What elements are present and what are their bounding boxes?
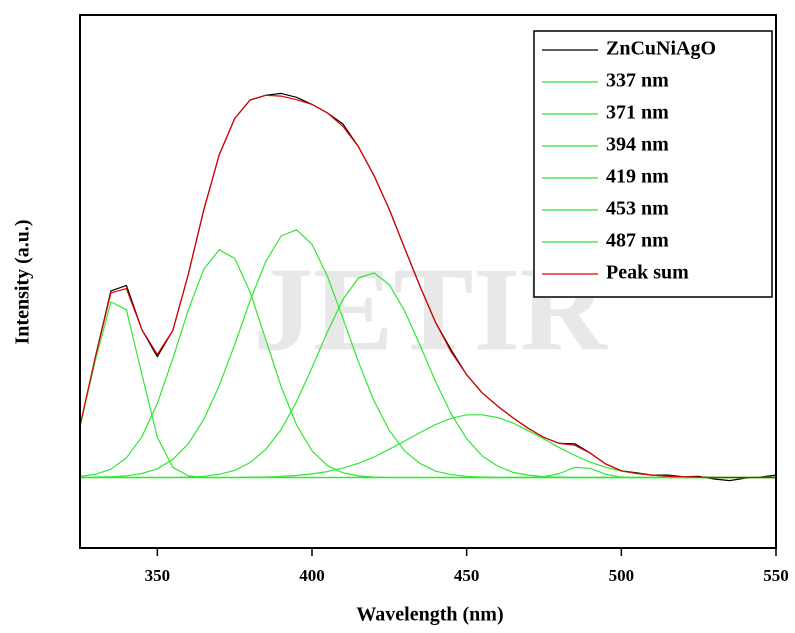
legend-label: Peak sum [606,262,689,284]
legend-label: 371 nm [606,102,669,124]
y-axis-title: Intensity (a.u.) [12,219,34,344]
plot-frame [79,14,777,549]
legend-label: 394 nm [606,134,669,156]
series-line [79,94,776,479]
x-axis-title: Wavelength (nm) [356,604,503,626]
legend-box [533,30,773,298]
legend-label: ZnCuNiAgO [606,38,716,60]
x-tick-label: 550 [763,566,789,585]
x-tick-label: 400 [299,566,325,585]
legend-label: 487 nm [606,230,669,252]
x-tick-label: 450 [454,566,480,585]
legend-label: 337 nm [606,70,669,92]
series-line [80,466,776,479]
x-tick-label: 350 [145,566,171,585]
legend-label: 419 nm [606,166,669,188]
x-tick-label: 500 [609,566,635,585]
legend-label: 453 nm [606,198,669,220]
